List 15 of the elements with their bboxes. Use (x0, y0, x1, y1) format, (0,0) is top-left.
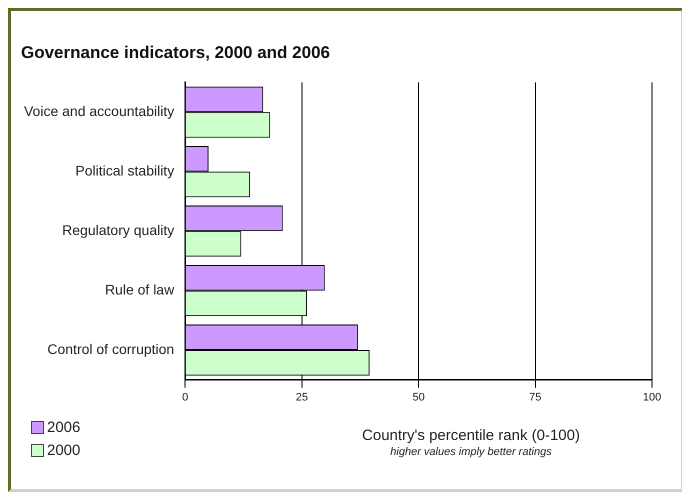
y-tick-label: Regulatory quality (62, 222, 174, 238)
x-tick-label: 100 (642, 391, 662, 404)
x-tick-label: 0 (182, 391, 188, 404)
text: higher values imply better ratings (389, 446, 553, 458)
y-tick-label: Voice and accountability (24, 103, 174, 119)
y-tick-label: Political stability (75, 162, 174, 178)
x-tick-label: 75 (529, 391, 542, 404)
x-axis-title: Country's percentile rank (0-100) (361, 427, 581, 444)
x-tick-label: 25 (296, 391, 308, 404)
chart-title: Governance indicators, 2000 and 2006 (21, 43, 330, 63)
legend-label: 2006 (47, 419, 80, 436)
legend-label: 2000 (47, 442, 80, 459)
y-tick-label: Control of corruption (47, 340, 174, 357)
y-tick-label: Rule of law (104, 281, 176, 298)
x-tick-label: 50 (412, 391, 425, 404)
